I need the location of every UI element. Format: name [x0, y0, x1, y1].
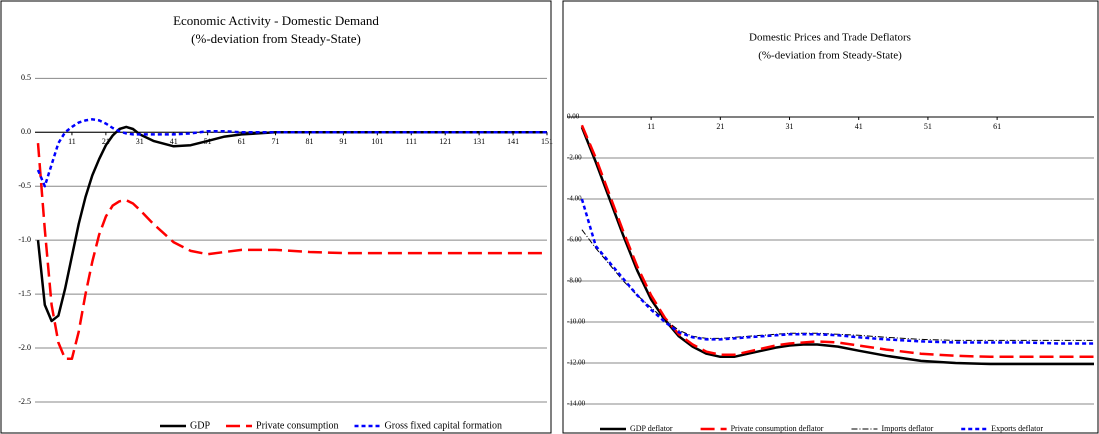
y-tick-label: -8.00 [567, 277, 582, 285]
x-tick-label: 71 [272, 137, 280, 146]
x-tick-label: 121 [439, 137, 451, 146]
right-panel [562, 0, 1099, 434]
y-tick-label: -2.5 [18, 397, 31, 406]
x-tick-label: 141 [507, 137, 519, 146]
legend-label: Imports deflator [881, 424, 933, 433]
chart-subtitle: (%-deviation from Steady-State) [191, 31, 361, 46]
chart-title: Economic Activity - Domestic Demand [173, 13, 379, 28]
y-tick-label: -1.0 [18, 235, 31, 244]
y-tick-label: -10.00 [567, 318, 586, 326]
series-line [580, 198, 1094, 345]
y-tick-label: 0.0 [21, 127, 31, 136]
y-tick-label: -1.5 [18, 289, 31, 298]
x-tick-label: 81 [305, 137, 313, 146]
legend-label: Gross fixed capital formation [385, 420, 502, 431]
chart-subtitle: (%-deviation from Steady-State) [758, 50, 902, 62]
series-line [581, 229, 1094, 341]
y-tick-label: -4.00 [567, 195, 582, 203]
x-tick-label: 91 [339, 137, 347, 146]
x-tick-label: 41 [170, 137, 178, 146]
series-line [580, 126, 1094, 366]
x-tick-label: 41 [855, 122, 863, 131]
y-tick-label: -2.00 [567, 154, 582, 162]
x-tick-label: 151 [541, 137, 553, 146]
x-tick-label: 51 [924, 122, 932, 131]
x-tick-label: 21 [102, 137, 110, 146]
y-tick-label: -2.0 [18, 343, 31, 352]
x-tick-label: 61 [993, 122, 1001, 131]
series-line [580, 124, 1094, 359]
x-tick-label: 11 [68, 137, 76, 146]
x-tick-label: 11 [647, 122, 655, 131]
y-tick-label: -14.00 [567, 400, 586, 408]
chart-title: Domestic Prices and Trade Deflators [749, 32, 911, 44]
x-tick-label: 21 [716, 122, 724, 131]
y-tick-label: -0.5 [18, 181, 31, 190]
x-tick-label: 131 [473, 137, 485, 146]
x-tick-label: 31 [136, 137, 144, 146]
x-tick-label: 101 [371, 137, 383, 146]
series-line [36, 118, 547, 188]
legend-label: Private consumption [256, 420, 339, 431]
legend-label: GDP deflator [630, 424, 673, 433]
y-tick-label: -6.00 [567, 236, 582, 244]
x-tick-label: 111 [406, 137, 417, 146]
legend-label: Private consumption deflator [731, 424, 824, 433]
x-tick-label: 61 [238, 137, 246, 146]
series-line [36, 125, 547, 323]
series-line [36, 143, 547, 361]
left-panel [0, 0, 552, 434]
legend-label: Exports deflator [991, 424, 1043, 433]
legend-label: GDP [190, 420, 210, 431]
y-tick-label: -12.00 [567, 359, 586, 367]
x-tick-label: 31 [786, 122, 794, 131]
y-tick-label: 0.5 [21, 73, 31, 82]
